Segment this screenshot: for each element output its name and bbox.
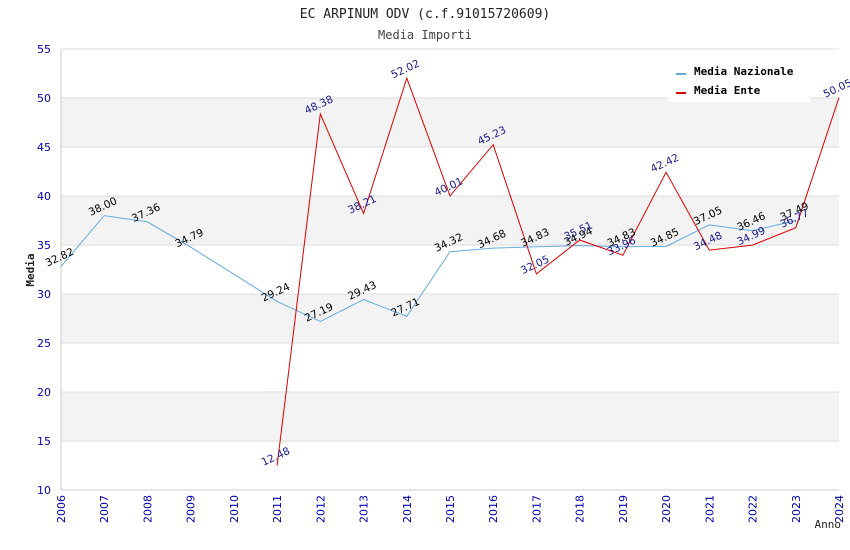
legend-label-nazionale: Media Nazionale <box>694 65 794 78</box>
data-label-ente: 52.02 <box>389 58 421 82</box>
grid-band <box>61 98 839 147</box>
y-axis-label: Media <box>24 253 37 286</box>
x-tick-label: 2016 <box>487 495 500 523</box>
y-tick-label: 20 <box>37 386 51 399</box>
grid-band <box>61 392 839 441</box>
grid-bands <box>61 98 839 441</box>
grid-band <box>61 196 839 245</box>
series-lines <box>60 76 840 466</box>
y-tick-label: 25 <box>37 337 51 350</box>
x-tick-label: 2006 <box>55 495 68 523</box>
y-tick-label: 10 <box>37 484 51 497</box>
chart-subtitle: Media Importi <box>378 28 472 42</box>
legend: Media Nazionale Media Ente <box>668 60 810 102</box>
x-tick-label: 2017 <box>530 495 543 523</box>
data-label-ente: 32.05 <box>519 253 551 277</box>
x-tick-label: 2015 <box>444 495 457 523</box>
x-tick-label: 2011 <box>271 495 284 523</box>
data-label-ente: 40.01 <box>433 175 465 199</box>
y-tick-label: 15 <box>37 435 51 448</box>
data-label-ente: 50.05 <box>822 77 850 101</box>
x-tick-label: 2010 <box>228 495 241 523</box>
x-tick-label: 2009 <box>185 495 198 523</box>
x-tick-label: 2013 <box>358 495 371 523</box>
x-tick-label: 2021 <box>703 495 716 523</box>
x-tick-label: 2020 <box>660 495 673 523</box>
grid-lines <box>61 48 839 491</box>
x-tick-label: 2012 <box>314 495 327 523</box>
legend-label-ente: Media Ente <box>694 84 761 97</box>
x-tick-label: 2018 <box>574 495 587 523</box>
y-tick-label: 35 <box>37 239 51 252</box>
data-label-ente: 12.48 <box>260 445 292 469</box>
x-tick-label: 2022 <box>747 495 760 523</box>
y-tick-labels: 10 15 20 25 30 35 40 45 50 55 <box>37 43 51 497</box>
legend-background <box>668 60 810 102</box>
x-tick-label: 2024 <box>833 495 846 523</box>
grid-band <box>61 294 839 343</box>
x-tick-labels: 2006 2007 2008 2009 2010 2011 2012 2013 2014 2015… <box>55 495 846 523</box>
x-tick-label: 2019 <box>617 495 630 523</box>
x-tick-label: 2008 <box>141 495 154 523</box>
series-line-media-ente <box>276 76 840 466</box>
x-tick-label: 2023 <box>790 495 803 523</box>
axes <box>60 49 839 491</box>
x-axis-label: Anno <box>815 518 842 531</box>
x-tick-label: 2007 <box>98 495 111 523</box>
x-tick-label: 2014 <box>401 495 414 523</box>
y-tick-label: 30 <box>37 288 51 301</box>
chart-title: EC ARPINUM ODV (c.f.91015720609) <box>300 7 550 22</box>
data-label-ente: 42.42 <box>649 152 681 176</box>
y-tick-label: 40 <box>37 190 51 203</box>
y-tick-label: 45 <box>37 141 51 154</box>
series-line-media-nazionale <box>60 215 796 323</box>
y-tick-label: 55 <box>37 43 51 56</box>
y-tick-label: 50 <box>37 92 51 105</box>
